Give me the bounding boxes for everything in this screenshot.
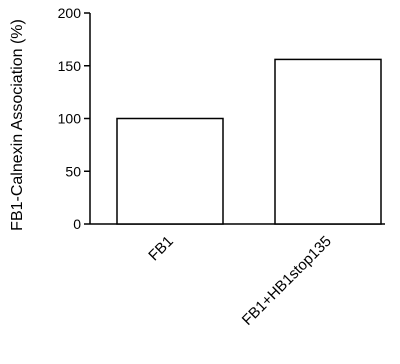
y-tick-label: 100 [58, 111, 82, 127]
x-category-label: FB1+HB1stop135 [239, 233, 335, 329]
x-tick-labels: FB1 FB1+HB1stop135 [145, 233, 334, 329]
bars [116, 58, 382, 225]
y-tick-label: 0 [73, 216, 81, 232]
y-ticks: 0 50 100 150 200 [58, 5, 90, 232]
bar [274, 58, 382, 225]
y-axis-title: FB1-Calnexin Association (%) [9, 19, 26, 231]
x-category-label: FB1 [145, 233, 176, 264]
bar [116, 117, 224, 225]
y-tick-label: 50 [65, 163, 81, 179]
y-tick-label: 150 [58, 58, 82, 74]
y-tick-label: 200 [58, 5, 82, 21]
